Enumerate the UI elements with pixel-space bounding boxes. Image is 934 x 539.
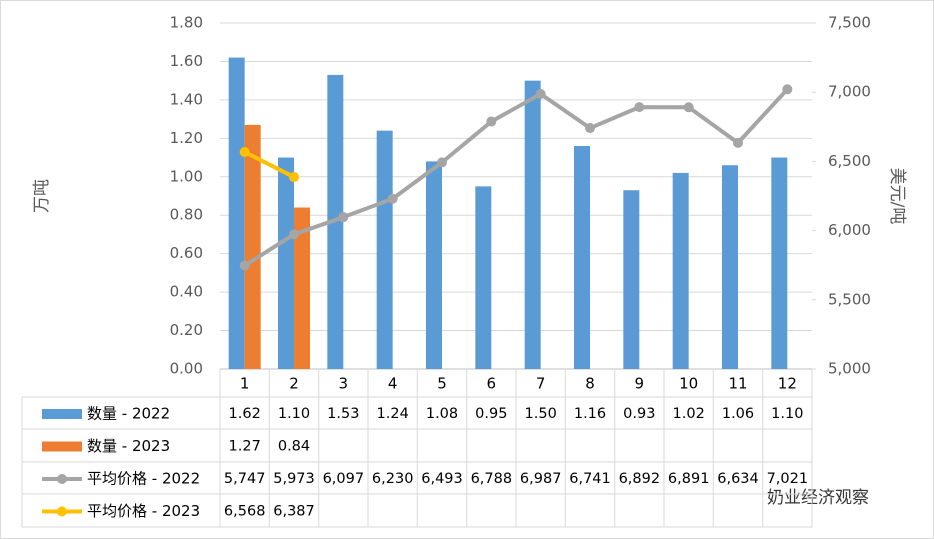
y-tick-label: 1.80 <box>170 14 203 32</box>
x-tick-label: 11 <box>728 375 747 393</box>
table-value: 5,747 <box>224 471 266 487</box>
bar <box>426 161 442 369</box>
table-value: 6,987 <box>520 471 562 487</box>
y-tick-label: 1.40 <box>170 90 203 108</box>
point <box>782 84 793 95</box>
table-value: 6,788 <box>471 471 513 487</box>
point <box>338 212 349 223</box>
x-tick-label: 5 <box>437 375 447 393</box>
x-tick-label: 4 <box>388 375 398 393</box>
x-tick-label: 6 <box>487 375 497 393</box>
table-value: 6,634 <box>717 471 759 487</box>
point <box>239 260 250 271</box>
x-tick-label: 1 <box>240 375 250 393</box>
x-tick-label: 2 <box>289 375 299 393</box>
table-value: 1.24 <box>377 406 409 422</box>
y-axis-title: 万吨 <box>32 179 52 213</box>
point <box>239 146 250 157</box>
table-value: 5,973 <box>273 471 315 487</box>
table-value: 1.62 <box>229 406 261 422</box>
legend-swatch <box>57 506 67 517</box>
point <box>486 116 497 127</box>
point <box>289 172 299 183</box>
y-tick-label: 0.60 <box>170 244 203 262</box>
point <box>437 157 447 168</box>
legend-label: 数量 - 2022 <box>87 405 170 423</box>
table-value: 0.95 <box>475 406 507 422</box>
x-tick-label: 7 <box>536 375 546 393</box>
y2-axis-title: 美元/吨 <box>887 168 907 225</box>
y-tick-label: 1.00 <box>170 167 203 185</box>
table-value: 1.53 <box>327 406 359 422</box>
bar <box>228 57 245 369</box>
bar <box>244 124 261 369</box>
table-value: 6,891 <box>668 471 710 487</box>
bar <box>771 157 788 369</box>
table-value: 7,021 <box>767 471 809 487</box>
y-tick-label: 0.40 <box>170 283 203 301</box>
line <box>243 87 789 268</box>
table-value: 1.02 <box>673 406 705 422</box>
point <box>289 229 299 240</box>
y2-tick-label: 5,500 <box>828 290 871 308</box>
table-value: 6,097 <box>323 471 365 487</box>
table-value: 1.50 <box>525 406 557 422</box>
legend-label: 平均价格 - 2023 <box>87 502 200 520</box>
bar <box>722 165 738 369</box>
table-value: 1.08 <box>426 406 458 422</box>
y-tick-label: 0.80 <box>170 206 203 224</box>
bar <box>475 186 492 369</box>
table-value: 6,230 <box>372 471 414 487</box>
bar <box>376 130 393 369</box>
point <box>683 102 694 113</box>
table-value: 1.16 <box>574 406 606 422</box>
table-value: 1.10 <box>771 406 803 422</box>
y-tick-label: 0.00 <box>170 360 203 378</box>
table-value: 1.10 <box>278 406 310 422</box>
bar <box>278 157 294 369</box>
bar <box>524 80 541 370</box>
x-tick-label: 3 <box>339 375 349 393</box>
point <box>634 102 645 113</box>
table-value: 6,741 <box>569 471 611 487</box>
table-value: 0.93 <box>623 406 655 422</box>
y-tick-label: 1.60 <box>170 52 203 70</box>
legend-swatch <box>57 474 67 484</box>
table-value: 6,493 <box>421 471 463 487</box>
x-tick-label: 8 <box>585 375 595 393</box>
x-tick-label: 9 <box>635 375 645 393</box>
point <box>733 137 743 148</box>
y-tick-label: 1.20 <box>170 129 203 147</box>
y2-tick-label: 7,000 <box>828 83 871 101</box>
y2-tick-label: 7,500 <box>828 14 871 32</box>
point <box>387 193 398 204</box>
table-value: 0.84 <box>278 439 310 455</box>
table-value: 1.27 <box>229 439 261 455</box>
point <box>585 123 595 134</box>
table-value: 6,387 <box>273 504 315 520</box>
y2-tick-label: 6,500 <box>828 152 871 170</box>
y2-tick-label: 6,000 <box>828 221 871 239</box>
y2-tick-label: 5,000 <box>828 360 871 378</box>
x-tick-label: 12 <box>778 375 797 393</box>
line <box>243 150 295 179</box>
legend-label: 平均价格 - 2022 <box>87 470 200 488</box>
bar <box>623 190 640 369</box>
table-value: 6,892 <box>619 471 661 487</box>
table-value: 1.06 <box>722 406 754 422</box>
bar <box>672 172 689 369</box>
watermark: 奶业经济观察 <box>767 488 869 508</box>
legend-swatch <box>42 441 82 452</box>
point <box>535 88 546 99</box>
bar <box>294 207 310 369</box>
bar <box>574 146 590 369</box>
y-tick-label: 0.20 <box>170 321 203 339</box>
legend-label: 数量 - 2023 <box>87 437 170 455</box>
table-value: 6,568 <box>224 504 266 520</box>
legend-swatch <box>42 409 82 419</box>
x-tick-label: 10 <box>679 375 698 393</box>
